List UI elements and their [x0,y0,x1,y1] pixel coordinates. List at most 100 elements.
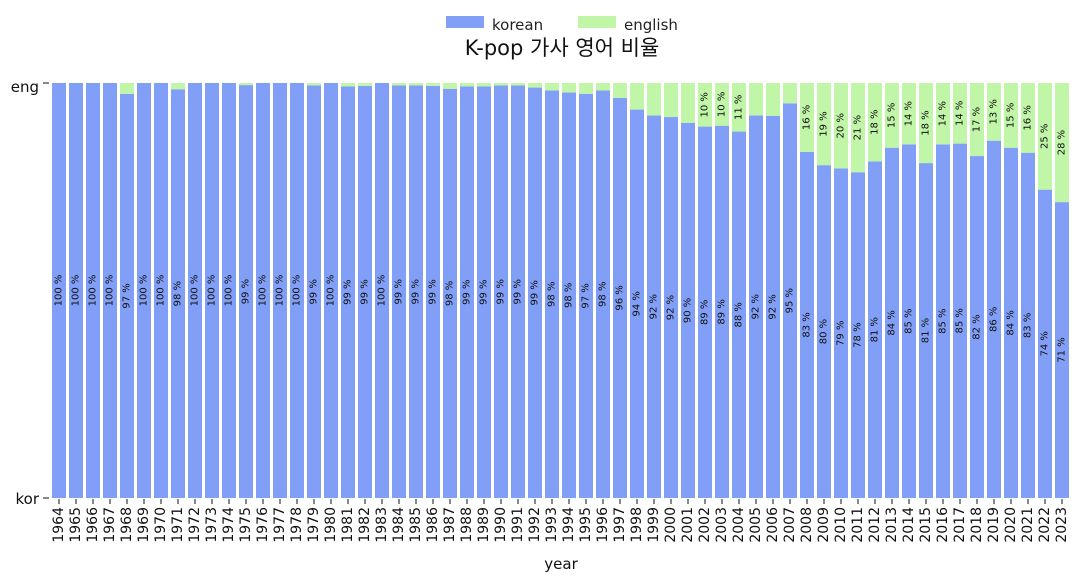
data-label-korean-1988: 99 % [462,279,473,304]
bar-korean-2010 [834,168,848,499]
bar-korean-2012 [868,161,882,498]
x-tick-label-2022: 2022 [1037,507,1053,543]
data-label-korean-1973: 100 % [207,275,218,307]
bar-korean-1980 [324,83,338,498]
bar-english-1982 [358,83,372,86]
x-tick-label-1987: 1987 [442,507,458,543]
data-label-korean-1975: 99 % [241,279,252,304]
bar-english-2015 [919,83,933,164]
bar-english-2006 [766,83,780,116]
bar-korean-2003 [715,125,729,499]
bar-english-2014 [902,83,916,145]
bar-korean-1973 [205,83,219,498]
data-label-korean-2007: 95 % [785,288,796,313]
bar-korean-1993 [545,90,559,498]
bar-korean-1972 [188,83,202,498]
x-tick-label-1993: 1993 [544,507,560,543]
bar-english-1993 [545,83,559,91]
data-label-korean-1993: 98 % [547,282,558,307]
bar-korean-2008 [800,151,814,498]
bar-english-1992 [528,83,542,88]
data-label-korean-2005: 92 % [751,294,762,319]
x-tick-label-2019: 2019 [986,507,1002,543]
data-label-korean-2021: 83 % [1023,313,1034,338]
bar-english-2007 [783,83,797,104]
data-label-english-2020: 15 % [1006,103,1017,128]
data-label-korean-1992: 99 % [530,280,541,305]
x-tick-label-2018: 2018 [969,507,985,543]
bar-korean-1966 [86,83,100,498]
bar-english-2012 [868,83,882,162]
bar-korean-1978 [290,83,304,498]
bar-korean-2017 [953,143,967,498]
bar-english-1991 [511,83,525,86]
bar-english-1984 [392,83,406,86]
data-label-korean-1986: 99 % [428,279,439,304]
data-label-korean-2012: 81 % [870,317,881,342]
data-label-english-2022: 25 % [1040,124,1051,149]
bar-korean-1981 [341,86,355,498]
data-label-english-2014: 14 % [904,101,915,126]
data-label-korean-1997: 96 % [615,285,626,310]
data-label-korean-1990: 99 % [496,279,507,304]
bar-korean-1982 [358,85,372,498]
bar-english-1998 [630,83,644,110]
x-tick-label-1982: 1982 [357,507,373,543]
data-label-korean-2013: 84 % [887,310,898,335]
data-label-korean-1965: 100 % [71,275,82,307]
x-tick-label-2017: 2017 [952,507,968,543]
x-tick-label-1973: 1973 [204,507,220,543]
x-tick-label-1988: 1988 [459,507,475,543]
data-label-english-2015: 18 % [921,110,932,135]
bar-korean-1991 [511,85,525,499]
data-label-korean-1971: 98 % [173,281,184,306]
data-label-korean-2015: 81 % [921,318,932,343]
bar-english-2008 [800,83,814,152]
x-tick-label-1990: 1990 [493,507,509,543]
y-tick-label-kor: kor [16,490,40,508]
x-tick-label-2008: 2008 [799,507,815,543]
data-label-korean-2008: 83 % [802,312,813,337]
bar-english-1988 [460,83,474,87]
bar-korean-1969 [137,83,151,498]
bar-english-1981 [341,83,355,87]
bar-korean-1985 [409,85,423,499]
bar-english-2003 [715,83,729,126]
x-tick-label-2014: 2014 [901,507,917,543]
x-tick-label-1968: 1968 [119,507,135,543]
bar-korean-1983 [375,83,389,498]
data-label-korean-2022: 74 % [1040,331,1051,356]
bar-korean-2021 [1021,152,1035,498]
x-tick-label-1995: 1995 [578,507,594,543]
data-label-english-2011: 21 % [853,115,864,140]
bar-korean-1997 [613,97,627,498]
data-label-korean-1999: 92 % [649,294,660,319]
bar-korean-1998 [630,109,644,498]
bar-english-2002 [698,83,712,127]
bar-english-2020 [1004,83,1018,148]
x-tick-label-1978: 1978 [289,507,305,543]
bar-english-2000 [664,83,678,118]
bar-english-2016 [936,83,950,145]
bar-korean-1967 [103,83,117,498]
bar-korean-1995 [579,93,593,498]
bar-korean-2002 [698,126,712,498]
bar-korean-1964 [52,83,66,498]
x-tick-label-2001: 2001 [680,507,696,543]
y-tick-label-eng: eng [11,78,39,96]
x-tick-label-2013: 2013 [884,507,900,543]
bar-korean-1968 [120,93,134,498]
data-label-korean-2014: 85 % [904,309,915,334]
x-tick-label-2010: 2010 [833,507,849,543]
data-label-korean-1984: 99 % [394,279,405,304]
bar-english-2011 [851,83,865,173]
x-tick-label-1971: 1971 [170,507,186,543]
data-label-korean-2018: 82 % [972,314,983,339]
bar-korean-1988 [460,86,474,498]
x-tick-label-1983: 1983 [374,507,390,543]
data-label-english-2013: 15 % [887,103,898,128]
bar-english-1979 [307,83,321,86]
x-tick-label-1975: 1975 [238,507,254,543]
bar-english-1999 [647,83,661,116]
